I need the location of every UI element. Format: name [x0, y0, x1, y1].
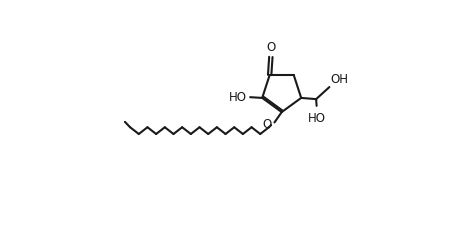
Text: OH: OH: [331, 73, 348, 86]
Text: O: O: [262, 118, 272, 131]
Text: HO: HO: [229, 91, 247, 104]
Text: O: O: [266, 41, 276, 54]
Text: HO: HO: [308, 112, 325, 125]
